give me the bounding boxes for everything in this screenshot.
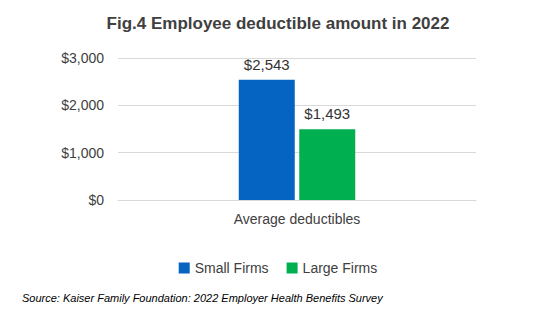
svg-text:Source: Kaiser Family Foundati: Source: Kaiser Family Foundation: 2022 E… [22, 292, 384, 304]
svg-text:Small Firms: Small Firms [195, 260, 269, 276]
svg-text:Large Firms: Large Firms [303, 260, 378, 276]
svg-text:$2,000: $2,000 [61, 97, 104, 113]
svg-text:$1,493: $1,493 [304, 105, 350, 122]
svg-text:$1,000: $1,000 [61, 145, 104, 161]
svg-text:$2,543: $2,543 [244, 56, 290, 73]
svg-text:$0: $0 [88, 192, 104, 208]
svg-text:Fig.4 Employee deductible amou: Fig.4 Employee deductible amount in 2022 [107, 14, 450, 33]
svg-text:$3,000: $3,000 [61, 50, 104, 66]
svg-text:Average deductibles: Average deductibles [234, 211, 361, 227]
